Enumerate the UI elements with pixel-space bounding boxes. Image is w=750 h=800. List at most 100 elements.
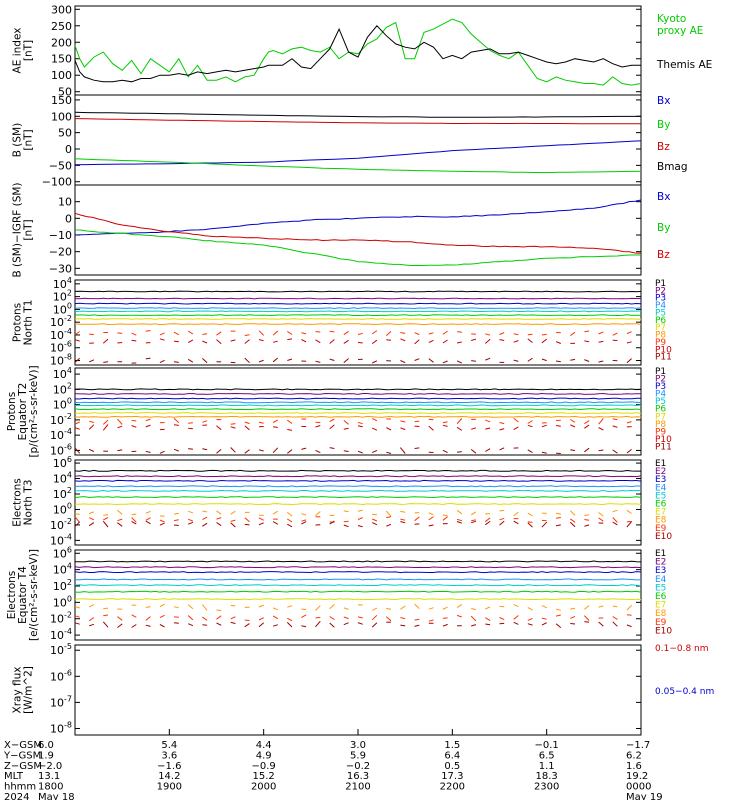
footer-cell: −0.2	[346, 761, 370, 772]
y-tick-label: 10-5	[50, 642, 72, 657]
y-axis-label: AE index	[12, 28, 24, 74]
y-tick-label: 10-6	[50, 340, 72, 355]
series-line-e1	[74, 469, 641, 472]
y-tick-label: 104	[53, 276, 72, 291]
series-line-e7	[74, 503, 642, 506]
legend-p1: P1	[655, 367, 666, 377]
y-tick-label: −10	[49, 229, 72, 242]
series-line-p11	[74, 357, 632, 364]
series-line-e6	[74, 496, 642, 499]
y-axis-label: [nT]	[23, 129, 35, 150]
footer-row-label: Z−GSM	[4, 761, 42, 772]
y-tick-label: 0	[65, 212, 72, 225]
legend-e2: E2	[655, 467, 666, 477]
legend-e6: E6	[655, 592, 667, 602]
legend-e5: E5	[655, 583, 666, 593]
y-tick-label: 50	[58, 86, 72, 99]
y-tick-label: 10-4	[50, 627, 72, 642]
legend-p10: P10	[655, 435, 672, 445]
y-tick-label: 10-2	[50, 517, 72, 532]
y-tick-label: 10-7	[50, 694, 72, 709]
y-tick-label: −100	[42, 176, 72, 189]
panel-frame	[74, 644, 642, 736]
y-tick-label: 102	[53, 289, 72, 304]
series-line-p7	[74, 412, 642, 415]
legend-p5: P5	[655, 308, 666, 318]
legend-e4: E4	[655, 483, 667, 493]
y-axis-label: B (SM)	[12, 123, 24, 157]
legend-p3: P3	[655, 294, 666, 304]
series-line-e4	[74, 578, 642, 581]
panel-frame	[74, 367, 642, 456]
legend-p2: P2	[655, 286, 666, 296]
footer-cell: 16.3	[347, 771, 369, 782]
series-line-bx	[74, 140, 642, 166]
y-tick-label: 104	[53, 562, 72, 577]
legend-p2: P2	[655, 375, 666, 385]
y-axis-label: [e/(cm²-s-sr-keV)]	[28, 549, 40, 641]
legend-e6: E6	[655, 500, 667, 510]
y-tick-label: −50	[49, 159, 72, 172]
footer-cell: 1900	[157, 782, 182, 793]
footer-cell: 6.0	[38, 740, 54, 751]
y-tick-label: 100	[53, 397, 72, 412]
series-line-p7	[74, 318, 642, 320]
footer-cell: 1.1	[539, 761, 555, 772]
series-line-p2	[74, 297, 642, 300]
legend-bx: Bx	[657, 191, 670, 203]
y-axis-label: Protons	[12, 303, 24, 342]
legend-e9: E9	[655, 618, 667, 628]
y-tick-label: 106	[53, 545, 72, 560]
series-line-p5	[74, 404, 642, 407]
y-axis-label: Protons	[6, 392, 18, 431]
legend-e8: E8	[655, 516, 667, 526]
legend-e10: E10	[655, 532, 672, 542]
series-line-e8	[74, 603, 632, 611]
footer-row-label: MLT	[4, 771, 24, 782]
series-line-p6	[74, 314, 642, 317]
footer-cell: 5.4	[161, 740, 177, 751]
footer-cell: May 18	[38, 792, 75, 800]
legend-e3: E3	[655, 566, 666, 576]
footer-cell: −1.7	[626, 740, 650, 751]
series-line-e8	[74, 509, 632, 517]
y-tick-label: 10-6	[50, 668, 72, 683]
y-axis-label: Electrons	[12, 478, 24, 527]
footer-row-label: Y−GSM	[3, 750, 41, 761]
series-line-bmag	[74, 111, 642, 118]
y-tick-label: 100	[51, 110, 72, 123]
footer-row-label: hhmm	[4, 782, 36, 793]
series-line-p10	[74, 338, 632, 345]
legend-e8: E8	[655, 609, 667, 619]
footer-cell: 15.2	[253, 771, 275, 782]
series-line-p2	[74, 392, 642, 395]
series-line-e3	[74, 571, 642, 574]
legend-0-05-0-4-nm: 0.05−0.4 nm	[655, 687, 714, 697]
legend-p11: P11	[655, 442, 672, 452]
series-line-e9	[74, 516, 632, 523]
footer-cell: 14.2	[158, 771, 180, 782]
footer-cell: 18.3	[536, 771, 558, 782]
footer-cell: 0.5	[444, 761, 460, 772]
footer-row-label: 2024	[4, 792, 29, 800]
y-tick-label: 0	[65, 143, 72, 156]
y-tick-label: 300	[51, 3, 72, 16]
series-line-bz	[74, 212, 642, 254]
legend-by: By	[657, 119, 670, 131]
y-axis-label: Equator T4	[17, 566, 29, 624]
y-tick-label: 106	[53, 455, 72, 470]
y-tick-label: 10-4	[50, 532, 72, 547]
footer-cell: 6.2	[626, 750, 642, 761]
footer-cell: 2100	[345, 782, 370, 793]
series-line-p3	[74, 397, 642, 400]
y-tick-label: 150	[51, 94, 72, 107]
y-tick-label: 10-2	[50, 412, 72, 427]
y-axis-label: North T3	[23, 480, 35, 526]
legend-p4: P4	[655, 301, 666, 311]
y-axis-label: Equator T2	[17, 383, 29, 441]
footer-cell: May 19	[626, 792, 663, 800]
footer-cell: 3.0	[350, 740, 366, 751]
